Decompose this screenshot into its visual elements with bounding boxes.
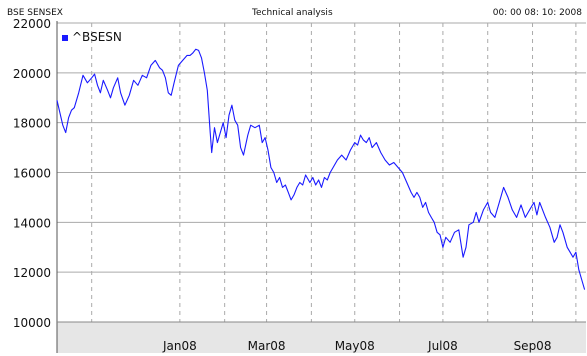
x-axis-band [57, 322, 586, 353]
x-tick-label: Jan08 [162, 339, 197, 353]
y-tick-label: 18000 [13, 117, 51, 131]
x-tick-label: Jul08 [427, 339, 458, 353]
x-tick-label: Mar08 [248, 339, 286, 353]
legend-swatch [62, 35, 68, 41]
series-layer [56, 48, 586, 290]
y-tick-label: 16000 [13, 167, 51, 181]
y-tick-label: 14000 [13, 216, 51, 230]
legend-label: ^BSESN [72, 30, 122, 44]
chart-header: BSE SENSEX Technical analysis 00: 00 08:… [0, 0, 587, 22]
grid [57, 22, 586, 322]
y-tick-label: 20000 [13, 67, 51, 81]
index-name-label: BSE SENSEX [7, 8, 63, 18]
axes: 10000 12000 14000 16000 18000 20000 22000 Jan08… [13, 17, 586, 353]
y-tick-label: 22000 [13, 17, 51, 31]
series-line [56, 48, 586, 290]
timestamp-label: 00: 00 08: 10: 2008 [492, 8, 582, 18]
x-tick-label: Sep08 [514, 339, 552, 353]
y-tick-label: 12000 [13, 266, 51, 280]
chart-title: Technical analysis [252, 8, 333, 18]
legend: ^BSESN [62, 30, 122, 44]
x-tick-label: May08 [335, 339, 375, 353]
y-tick-label: 10000 [13, 316, 51, 330]
